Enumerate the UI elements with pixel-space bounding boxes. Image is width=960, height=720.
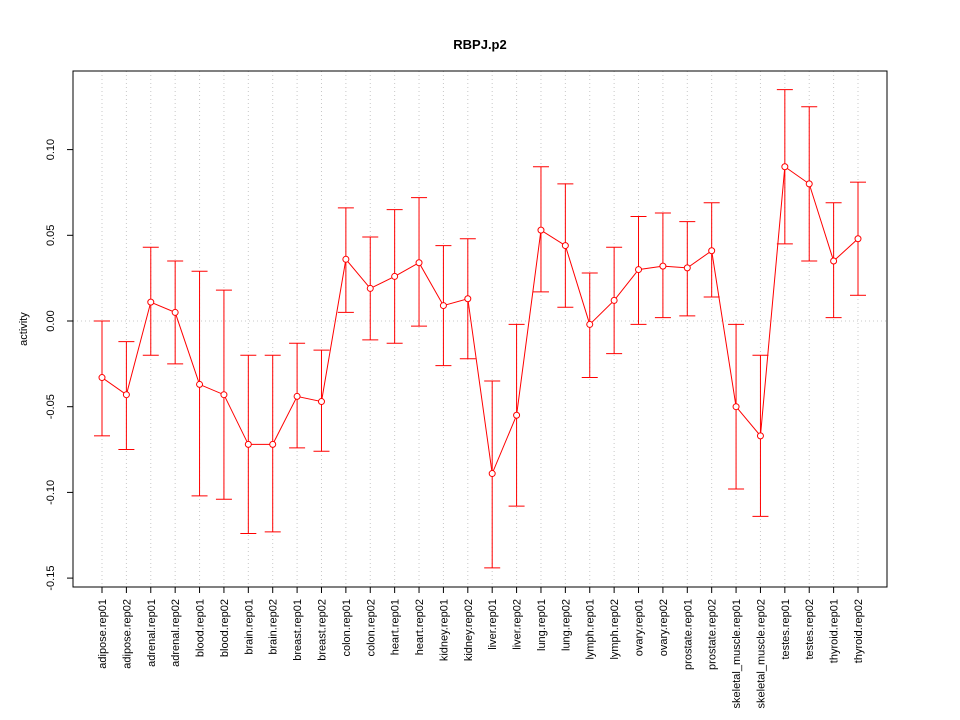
- x-tick-label: prostate.rep02: [707, 599, 719, 670]
- x-tick-label: brain.rep02: [268, 599, 280, 655]
- data-point: [708, 247, 716, 255]
- x-tick-label: lung.rep02: [560, 599, 572, 651]
- data-point: [488, 470, 496, 478]
- data-point: [415, 259, 423, 267]
- x-tick-label: kidney.rep01: [438, 599, 450, 661]
- y-tick-label: 0.10: [45, 139, 57, 160]
- x-tick-label: adipose.rep01: [97, 599, 109, 669]
- data-point: [537, 226, 545, 234]
- x-tick-label: thyroid.rep01: [829, 599, 841, 663]
- data-point: [269, 440, 277, 448]
- data-point: [147, 298, 155, 306]
- plot-frame: [72, 70, 888, 588]
- y-tick-label: -0.15: [45, 566, 57, 591]
- series-line: [101, 165, 859, 476]
- series-activity: [94, 89, 866, 569]
- x-tick-label: lung.rep01: [536, 599, 548, 651]
- data-point: [854, 235, 862, 243]
- x-tick-label: heart.rep02: [414, 599, 426, 655]
- x-tick-label: adrenal.rep02: [170, 599, 182, 667]
- x-tick-label: heart.rep01: [390, 599, 402, 655]
- data-point: [220, 391, 228, 399]
- x-tick-label: skeletal_muscle.rep02: [755, 599, 767, 708]
- x-tick-label: testes.rep02: [804, 599, 816, 660]
- data-point: [342, 255, 350, 263]
- y-tick-label: 0.00: [45, 310, 57, 331]
- x-tick-label: colon.rep01: [341, 599, 353, 657]
- data-point: [293, 392, 301, 400]
- data-point: [244, 440, 252, 448]
- data-point: [732, 403, 740, 411]
- x-tick-label: brain.rep01: [243, 599, 255, 655]
- data-point: [659, 262, 667, 270]
- x-tick-label: ovary.rep02: [658, 599, 670, 656]
- data-point: [635, 266, 643, 274]
- x-tick-label: adrenal.rep01: [146, 599, 158, 667]
- x-tick-label: testes.rep01: [780, 599, 792, 660]
- data-point: [756, 432, 764, 440]
- data-point: [683, 264, 691, 272]
- x-tick-label: blood.rep02: [219, 599, 231, 657]
- x-tick-label: liver.rep01: [487, 599, 499, 650]
- data-point: [196, 380, 204, 388]
- x-tick-label: thyroid.rep02: [853, 599, 865, 663]
- data-point: [171, 308, 179, 316]
- y-tick-label: -0.05: [45, 394, 57, 419]
- x-tick-label: liver.rep02: [512, 599, 524, 650]
- data-point: [464, 295, 472, 303]
- x-tick-label: adipose.rep02: [121, 599, 133, 669]
- data-point: [513, 411, 521, 419]
- data-point: [317, 398, 325, 406]
- data-point: [805, 180, 813, 188]
- x-tick-label: breast.rep01: [292, 599, 304, 661]
- grid-lines: [73, 71, 887, 587]
- chart-title: RBPJ.p2: [453, 37, 506, 52]
- data-point: [610, 296, 618, 304]
- y-tick-label: 0.05: [45, 225, 57, 246]
- data-point: [122, 391, 130, 399]
- data-point: [561, 242, 569, 250]
- x-tick-label: colon.rep02: [365, 599, 377, 657]
- x-tick-label: breast.rep02: [316, 599, 328, 661]
- y-tick-label: -0.10: [45, 480, 57, 505]
- x-tick-label: blood.rep01: [195, 599, 207, 657]
- data-point: [781, 163, 789, 171]
- y-axis-title: activity: [18, 312, 30, 346]
- x-tick-label: lymph.rep01: [585, 599, 597, 660]
- x-tick-label: ovary.rep01: [634, 599, 646, 656]
- data-point: [391, 272, 399, 280]
- data-point: [366, 284, 374, 292]
- x-tick-label: kidney.rep02: [463, 599, 475, 661]
- axes: -0.15 -0.10 -0.05 0.00 0.05 0.10 adipose.rep01…: [45, 139, 865, 709]
- data-point: [586, 320, 594, 328]
- data-point: [439, 302, 447, 310]
- data-point: [830, 257, 838, 265]
- x-tick-label: lymph.rep02: [609, 599, 621, 660]
- x-tick-label: skeletal_muscle.rep01: [731, 599, 743, 708]
- x-tick-label: prostate.rep01: [682, 599, 694, 670]
- data-point: [98, 374, 106, 382]
